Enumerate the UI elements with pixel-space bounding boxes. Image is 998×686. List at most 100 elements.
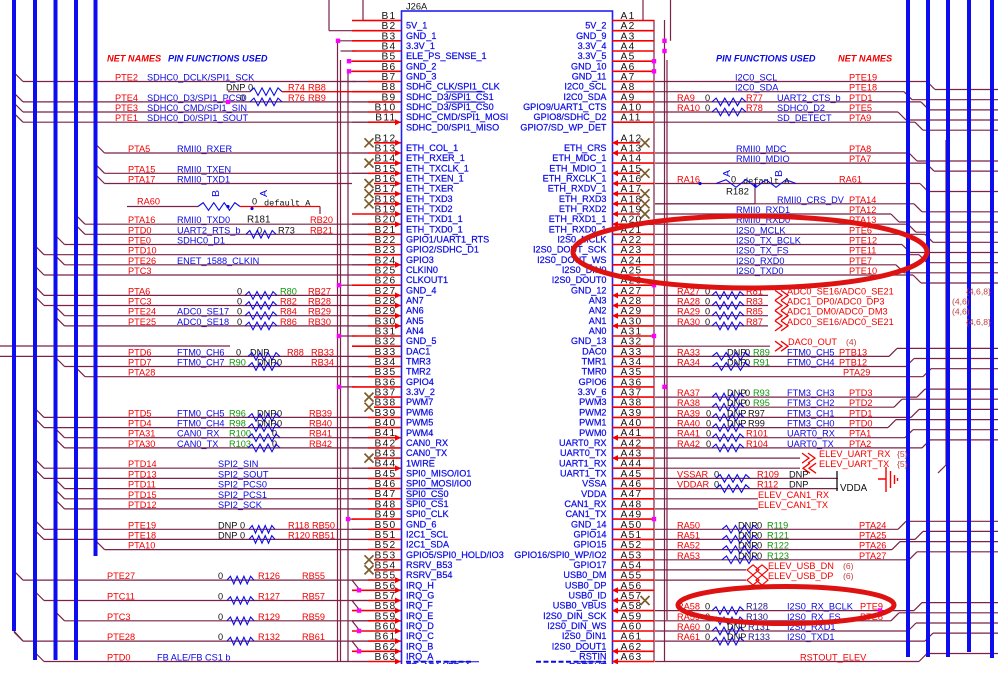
svg-text:PTA27: PTA27: [859, 551, 886, 561]
svg-text:0: 0: [745, 398, 750, 408]
svg-text:DNP: DNP: [727, 632, 746, 642]
svg-text:0: 0: [240, 520, 245, 530]
svg-text:A5: A5: [621, 52, 636, 63]
svg-text:RB8: RB8: [308, 83, 326, 93]
svg-text:I2S0_RX_FS: I2S0_RX_FS: [787, 612, 841, 622]
svg-text:A54: A54: [621, 560, 643, 571]
svg-text:ELEV_USB_DN: ELEV_USB_DN: [768, 561, 834, 571]
svg-text:B: B: [210, 190, 222, 197]
svg-text:I2S0_MCLK: I2S0_MCLK: [736, 225, 786, 235]
svg-text:RB39: RB39: [309, 408, 332, 418]
svg-text:RMII0_CRS_DV: RMII0_CRS_DV: [777, 195, 845, 205]
svg-text:B3: B3: [381, 31, 396, 42]
svg-text:RB55: RB55: [302, 571, 325, 581]
svg-text:PTE19: PTE19: [128, 520, 156, 530]
svg-text:R120: R120: [288, 530, 310, 540]
svg-text:GPIO2/SDHC_D1: GPIO2/SDHC_D1: [406, 244, 479, 254]
svg-text:ENET_1588_CLKIN: ENET_1588_CLKIN: [177, 256, 259, 266]
svg-text:0: 0: [745, 358, 750, 368]
svg-text:B7: B7: [381, 72, 396, 83]
svg-text:B26: B26: [374, 276, 396, 287]
svg-text:GPIO9/UART1_CTS: GPIO9/UART1_CTS: [523, 102, 606, 112]
svg-text:I2S0_DIN_WS: I2S0_DIN_WS: [547, 621, 606, 631]
svg-text:0: 0: [237, 317, 242, 327]
svg-text:RMII0_TXD1: RMII0_TXD1: [177, 175, 230, 185]
svg-text:R182: R182: [726, 187, 749, 198]
svg-text:ADC0_SE16/ADC0_SE21: ADC0_SE16/ADC0_SE21: [787, 317, 894, 327]
svg-text:B28: B28: [374, 296, 396, 307]
svg-text:PTE18: PTE18: [128, 530, 156, 540]
svg-text:SD_DETECT: SD_DETECT: [777, 113, 832, 123]
svg-text:A43: A43: [621, 449, 643, 460]
svg-text:DNP: DNP: [218, 530, 237, 540]
svg-text:PTA29: PTA29: [843, 368, 870, 378]
svg-text:PTA12: PTA12: [849, 205, 876, 215]
svg-text:CAN1_RX: CAN1_RX: [564, 499, 607, 509]
svg-text:RB21: RB21: [310, 225, 333, 235]
svg-text:R127: R127: [258, 592, 280, 602]
svg-text:A16: A16: [621, 174, 643, 185]
svg-text:GPIO6: GPIO6: [579, 377, 607, 387]
svg-text:0: 0: [706, 419, 711, 429]
svg-text:I2S0_DIN0: I2S0_DIN0: [562, 265, 607, 275]
svg-text:0: 0: [218, 592, 223, 602]
svg-text:RA27: RA27: [677, 286, 700, 296]
svg-text:PTC3: PTC3: [107, 612, 131, 622]
svg-text:ETH_RXD3: ETH_RXD3: [559, 194, 607, 204]
svg-text:B10: B10: [374, 103, 396, 114]
svg-text:PTD6: PTD6: [128, 347, 152, 357]
svg-text:PTE5: PTE5: [849, 103, 872, 113]
svg-text:0: 0: [272, 439, 277, 449]
svg-text:AN7: AN7: [406, 295, 424, 305]
svg-text:0: 0: [714, 469, 719, 479]
svg-text:PWM0: PWM0: [579, 428, 606, 438]
svg-text:SDHC0_DCLK/SPI1_SCK: SDHC0_DCLK/SPI1_SCK: [147, 73, 255, 83]
svg-text:0: 0: [731, 175, 736, 185]
svg-text:A11: A11: [621, 113, 642, 124]
svg-text:A23: A23: [621, 245, 643, 256]
svg-text:B56: B56: [374, 581, 396, 592]
svg-text:PTA31: PTA31: [128, 429, 155, 439]
svg-text:ETH_TXEN_1: ETH_TXEN_1: [406, 173, 464, 183]
svg-text:DNP: DNP: [218, 520, 237, 530]
svg-text:DNP: DNP: [727, 398, 746, 408]
svg-text:I2C0_SCL: I2C0_SCL: [735, 73, 777, 83]
svg-text:A55: A55: [621, 571, 643, 582]
svg-text:(4,6): (4,6): [952, 307, 970, 317]
svg-text:A53: A53: [621, 550, 643, 561]
svg-text:ETH_TXER: ETH_TXER: [406, 183, 454, 193]
svg-text:PTD14: PTD14: [128, 459, 157, 469]
svg-text:RA16: RA16: [677, 175, 700, 185]
svg-text:0: 0: [277, 419, 282, 429]
svg-text:A9: A9: [621, 92, 636, 103]
svg-text:TMR0: TMR0: [582, 366, 607, 376]
svg-text:0: 0: [706, 408, 711, 418]
svg-text:A18: A18: [621, 194, 643, 205]
svg-text:GPIO7/SD_WP_DET: GPIO7/SD_WP_DET: [520, 122, 606, 132]
svg-text:PTA26: PTA26: [859, 541, 886, 551]
svg-text:CAN0_TX: CAN0_TX: [406, 448, 448, 458]
svg-text:FTM3_CH1: FTM3_CH1: [787, 408, 834, 418]
svg-text:R76: R76: [288, 93, 305, 103]
svg-text:PTD11: PTD11: [128, 480, 156, 490]
svg-text:UART0_TX: UART0_TX: [787, 439, 834, 449]
svg-text:A10: A10: [621, 103, 643, 114]
svg-text:I2S0_RXD1: I2S0_RXD1: [787, 622, 836, 632]
svg-text:B30: B30: [374, 316, 396, 327]
svg-text:RA41: RA41: [677, 429, 700, 439]
svg-text:R118: R118: [288, 520, 309, 530]
svg-text:R93: R93: [753, 388, 770, 398]
svg-text:DNP: DNP: [738, 551, 757, 561]
svg-text:CAN0_RX: CAN0_RX: [406, 438, 449, 448]
svg-text:RA10: RA10: [677, 103, 700, 113]
svg-text:FTM0_CH7: FTM0_CH7: [177, 358, 224, 368]
svg-text:PTD4: PTD4: [128, 419, 152, 429]
svg-text:A7: A7: [621, 72, 636, 83]
svg-text:RA39: RA39: [677, 408, 700, 418]
svg-text:0: 0: [277, 408, 282, 418]
svg-text:A33: A33: [621, 347, 643, 358]
svg-text:A41: A41: [621, 428, 643, 439]
svg-text:PWM2: PWM2: [579, 407, 606, 417]
svg-text:B34: B34: [374, 357, 396, 368]
svg-text:PTE10: PTE10: [849, 266, 877, 276]
